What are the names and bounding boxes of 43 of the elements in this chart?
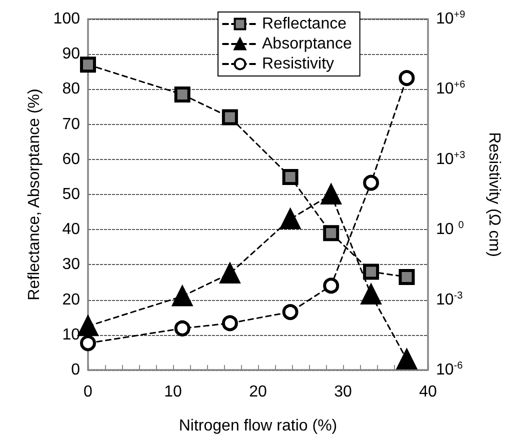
point <box>78 316 98 336</box>
point <box>323 225 340 242</box>
point <box>222 109 238 126</box>
x-tick-label: 40 <box>419 384 437 400</box>
point <box>172 286 192 306</box>
point <box>174 320 190 336</box>
x-tick-label: 10 <box>164 384 182 400</box>
y-tick-label: 100 <box>53 10 80 28</box>
point <box>222 315 238 332</box>
x-tick-label: 30 <box>334 384 352 400</box>
point <box>80 335 96 352</box>
point <box>174 86 190 102</box>
x-tick-label: 0 <box>84 384 93 400</box>
point <box>321 184 342 204</box>
y-tick-label: 0 <box>71 362 80 378</box>
point <box>363 174 380 191</box>
y-tick-label: 70 <box>62 116 80 133</box>
legend-label: Absorptance <box>262 36 352 52</box>
point <box>280 209 300 230</box>
point <box>323 278 340 294</box>
point <box>396 349 417 370</box>
y-tick-label: 20 <box>62 291 80 308</box>
point <box>398 70 415 86</box>
x-axis-title: Nitrogen flow ratio (%) <box>178 418 338 434</box>
y-tick-label: 80 <box>62 80 80 98</box>
x-tick-label: 20 <box>249 384 267 400</box>
y2-axis-title: Resistivity (Ω cm) <box>486 132 502 257</box>
point <box>398 268 415 285</box>
y-tick-label: 90 <box>62 46 80 63</box>
point <box>220 263 240 284</box>
y2-tick-label: 10 0 <box>436 220 464 238</box>
legend-label: Resistivity <box>262 56 334 72</box>
point <box>361 284 382 305</box>
point <box>363 264 380 280</box>
y-tick-label: 50 <box>62 186 80 203</box>
legend-label: Reflectance <box>262 16 347 32</box>
point <box>282 304 298 320</box>
y-tick-label: 30 <box>62 256 80 274</box>
y-tick-label: 40 <box>62 221 80 238</box>
y-tick-label: 60 <box>62 150 80 168</box>
point <box>80 56 96 73</box>
point <box>282 168 298 185</box>
y-axis-title: Reflectance, Absorptance (%) <box>26 88 43 300</box>
